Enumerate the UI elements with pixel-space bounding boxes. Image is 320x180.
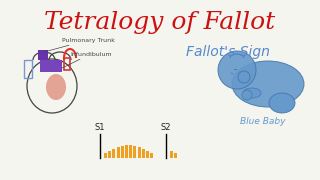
Ellipse shape bbox=[243, 88, 261, 98]
Bar bbox=[129, 145, 132, 158]
Bar bbox=[150, 153, 153, 158]
Bar bbox=[116, 147, 120, 158]
Text: S1: S1 bbox=[95, 123, 105, 132]
Text: Fallot's Sign: Fallot's Sign bbox=[186, 45, 270, 59]
Text: Tetralogy of Fallot: Tetralogy of Fallot bbox=[44, 10, 276, 33]
Bar bbox=[125, 145, 128, 158]
Ellipse shape bbox=[232, 61, 304, 107]
Circle shape bbox=[238, 71, 250, 83]
Bar bbox=[138, 147, 140, 158]
Ellipse shape bbox=[269, 93, 295, 113]
Bar bbox=[146, 151, 149, 158]
Bar bbox=[174, 153, 177, 158]
Text: S2: S2 bbox=[161, 123, 171, 132]
Bar bbox=[121, 146, 124, 158]
Text: Blue Baby: Blue Baby bbox=[240, 118, 286, 127]
Circle shape bbox=[218, 51, 256, 89]
Bar bbox=[133, 146, 136, 158]
Bar bbox=[112, 149, 116, 158]
Circle shape bbox=[242, 90, 252, 100]
Bar bbox=[108, 151, 111, 158]
Bar bbox=[104, 153, 107, 158]
Text: Infundibulum: Infundibulum bbox=[62, 51, 112, 68]
Text: Pulmonary Trunk: Pulmonary Trunk bbox=[44, 37, 115, 52]
Ellipse shape bbox=[46, 74, 66, 100]
Bar bbox=[142, 149, 145, 158]
Bar bbox=[170, 151, 173, 158]
FancyBboxPatch shape bbox=[38, 50, 48, 60]
FancyBboxPatch shape bbox=[40, 60, 62, 72]
